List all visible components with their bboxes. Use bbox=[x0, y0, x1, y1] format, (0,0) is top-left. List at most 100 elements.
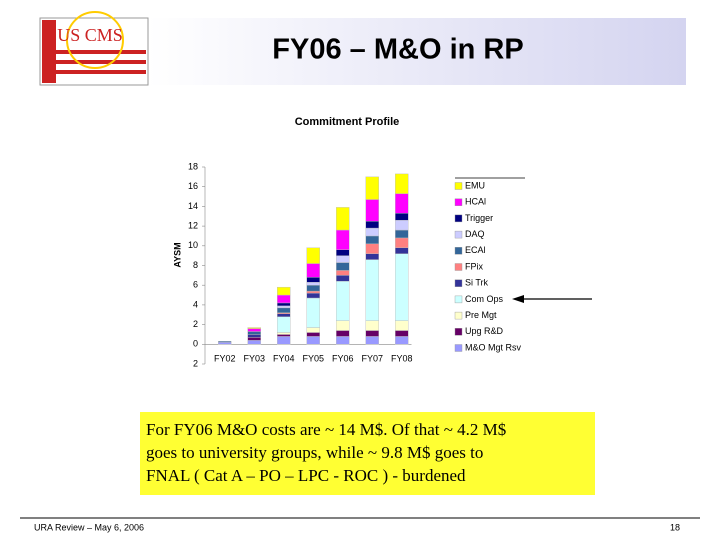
legend-label: HCAl bbox=[465, 197, 486, 207]
legend-swatch bbox=[454, 247, 463, 255]
x-tick-label: FY03 bbox=[243, 353, 265, 363]
legend-swatch bbox=[454, 214, 463, 223]
bar-segment bbox=[365, 220, 379, 229]
bar-segment bbox=[306, 327, 320, 333]
legend-swatch bbox=[454, 328, 463, 336]
bar-segment bbox=[306, 290, 320, 294]
bar-segment bbox=[365, 330, 379, 337]
x-tick-label: FY02 bbox=[214, 353, 236, 363]
y-tick-label: 0 bbox=[193, 339, 198, 349]
bar-segment bbox=[336, 255, 350, 263]
legend-label: Pre Mgt bbox=[465, 310, 497, 320]
logo-text: US CMS bbox=[57, 25, 123, 45]
bar-segment bbox=[395, 253, 409, 321]
bar-segment bbox=[306, 263, 320, 278]
bar-segment bbox=[306, 285, 320, 292]
bar-segment bbox=[336, 229, 350, 250]
bar-segment bbox=[277, 307, 291, 313]
header-band bbox=[148, 18, 686, 85]
bar-segment bbox=[247, 340, 261, 345]
bar-segment bbox=[395, 336, 409, 345]
legend-swatch bbox=[454, 230, 463, 239]
bar-segment bbox=[247, 334, 261, 338]
bar-segment bbox=[336, 249, 350, 256]
bar-segment bbox=[365, 243, 379, 254]
y-tick-label: 4 bbox=[193, 299, 198, 309]
legend-swatch bbox=[454, 295, 463, 304]
bar-segment bbox=[395, 237, 409, 248]
bar-segment bbox=[306, 277, 320, 283]
bar-segment bbox=[277, 334, 291, 337]
bar-segment bbox=[365, 235, 379, 245]
bar-segment bbox=[395, 193, 409, 214]
bar-segment bbox=[306, 332, 320, 337]
chart: 2 0 2 4 6 8 10 12 14 16 18 FY02 FY03 FY04 FY05 FY06 FY07… bbox=[188, 161, 522, 368]
page-number: 18 bbox=[670, 522, 680, 532]
bar-segment bbox=[365, 199, 379, 222]
bar-segment bbox=[306, 336, 320, 345]
y-tick-label: 18 bbox=[188, 161, 198, 171]
bar-segment bbox=[365, 259, 379, 321]
note-box bbox=[140, 412, 595, 495]
legend-swatch bbox=[454, 198, 463, 206]
bar-segment bbox=[306, 292, 320, 299]
bar-segment bbox=[247, 328, 261, 332]
y-tick-label: 8 bbox=[193, 260, 198, 270]
bar-segment bbox=[277, 302, 291, 307]
y-tick-label: 10 bbox=[188, 240, 198, 250]
legend-label: ECAl bbox=[465, 245, 486, 255]
y-tick-label: 2 bbox=[193, 319, 198, 329]
legend-swatch bbox=[454, 279, 463, 287]
legend-swatch bbox=[454, 263, 463, 271]
note-line: goes to university groups, while ~ 9.8 M… bbox=[146, 443, 483, 462]
y-tick-label: 12 bbox=[188, 220, 198, 230]
bar-segment bbox=[336, 330, 350, 337]
y-axis-label: AYSM bbox=[172, 242, 182, 267]
bar-segment bbox=[395, 213, 409, 221]
legend-swatch bbox=[454, 182, 463, 190]
bar-segment bbox=[336, 275, 350, 282]
bar-segment bbox=[277, 332, 291, 335]
bar-segment bbox=[247, 331, 261, 335]
y-tick-label: 16 bbox=[188, 181, 198, 191]
legend-label: EMU bbox=[465, 180, 485, 190]
bar-segment bbox=[277, 336, 291, 345]
bar-segment bbox=[395, 320, 409, 331]
bar-segment bbox=[247, 327, 261, 329]
x-tick-label: FY06 bbox=[332, 353, 354, 363]
bar-segment bbox=[277, 294, 291, 304]
legend-label: Trigger bbox=[465, 213, 493, 223]
bar-segment bbox=[336, 270, 350, 276]
bar-segment bbox=[336, 262, 350, 271]
bar-segment bbox=[395, 219, 409, 231]
bar-segment bbox=[277, 316, 291, 333]
bar-segment bbox=[395, 173, 409, 194]
bar-segment bbox=[277, 286, 291, 296]
bar-segment bbox=[365, 336, 379, 345]
bar-segment bbox=[306, 247, 320, 264]
legend-label: Upg R&D bbox=[465, 326, 504, 336]
bar-segment bbox=[247, 337, 261, 341]
y-tick-label: 6 bbox=[193, 280, 198, 290]
logo: US CMS bbox=[39, 11, 149, 86]
bar-segment bbox=[218, 342, 232, 345]
bar-segment bbox=[395, 247, 409, 254]
bar-segment bbox=[306, 282, 320, 286]
y-tick-label: 14 bbox=[188, 201, 198, 211]
y-tick-label: 2 bbox=[193, 358, 198, 368]
slide-title: FY06 – M&O in RP bbox=[272, 34, 523, 66]
bar-segment bbox=[395, 330, 409, 337]
bar-segment bbox=[306, 297, 320, 328]
x-tick-label: FY04 bbox=[273, 353, 295, 363]
legend-label: DAQ bbox=[465, 229, 485, 239]
legend-label: Si Trk bbox=[465, 278, 489, 288]
bar-segment bbox=[365, 253, 379, 260]
legend-label: M&O Mgt Rsv bbox=[465, 342, 522, 352]
bar-segment bbox=[365, 227, 379, 237]
footer-text: URA Review – May 6, 2006 bbox=[34, 522, 144, 532]
bar-segment bbox=[336, 281, 350, 321]
note-line: FNAL ( Cat A – PO – LPC - ROC ) - burden… bbox=[146, 466, 466, 485]
arrow bbox=[512, 295, 592, 303]
legend-label: Com Ops bbox=[465, 294, 504, 304]
